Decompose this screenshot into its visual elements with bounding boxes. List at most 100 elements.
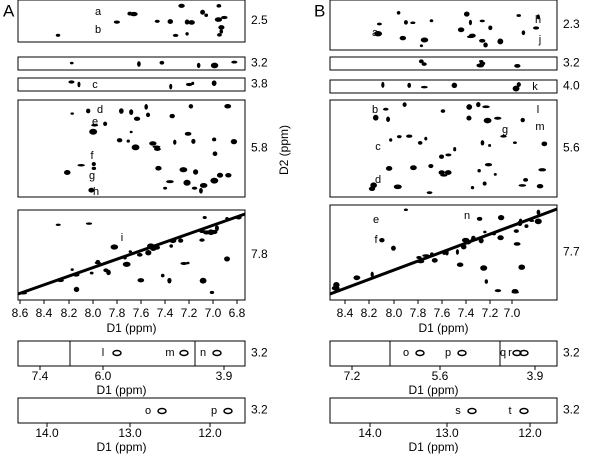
peak [424, 136, 428, 141]
peak [210, 62, 219, 69]
peak [180, 261, 188, 265]
peak [122, 261, 131, 267]
x-tick-label: 8.2 [61, 306, 78, 320]
peak [538, 168, 547, 172]
peak-letter: s [455, 405, 461, 417]
peak [418, 59, 424, 64]
peak [457, 27, 465, 33]
peak [85, 222, 93, 225]
x-tick-label: 8.4 [36, 306, 53, 320]
peak [374, 30, 383, 37]
peak [483, 230, 487, 234]
peak [470, 186, 475, 190]
peak [152, 145, 161, 149]
peak [421, 62, 427, 66]
peak-letter: l [537, 104, 539, 116]
peak [494, 116, 502, 120]
peak-letter: n [464, 210, 470, 222]
x-tick-label: 7.4 [458, 306, 475, 320]
peak [91, 166, 97, 170]
peak [483, 42, 488, 48]
peak [455, 249, 459, 255]
peak-letter: e [92, 116, 98, 128]
peak [179, 167, 188, 173]
peak [518, 264, 526, 270]
ppm-label: 3.2 [563, 346, 580, 360]
x-tick-label: 5.6 [432, 369, 449, 383]
peak [415, 349, 425, 357]
peak [191, 186, 198, 190]
peak [440, 174, 448, 177]
peak [218, 25, 225, 30]
strip-box [329, 99, 558, 198]
peak [518, 184, 527, 187]
peak [511, 291, 519, 294]
peak [155, 165, 162, 171]
peak-letter: d [375, 174, 381, 186]
peak [476, 216, 483, 221]
x-tick-label: 7.4 [32, 369, 49, 383]
peak [202, 215, 207, 220]
peak [410, 165, 417, 171]
peak [133, 116, 141, 121]
x-axis-title: D1 (ppm) [96, 383, 146, 397]
peak [482, 105, 490, 109]
peak [479, 19, 485, 23]
peak [484, 279, 488, 284]
peak [536, 183, 544, 189]
peak [403, 208, 408, 212]
peak [77, 163, 85, 167]
peak [493, 172, 497, 176]
x-tick-label: 8.2 [361, 306, 378, 320]
peak [519, 349, 529, 357]
peak [476, 63, 485, 68]
peak [393, 184, 402, 190]
peak [191, 138, 196, 144]
peak [403, 20, 408, 25]
peak [407, 82, 412, 88]
peak [188, 20, 195, 25]
x-tick-label: 3.9 [527, 369, 544, 383]
peak [466, 115, 472, 121]
peak [89, 271, 94, 275]
peak [68, 80, 75, 84]
peak [353, 275, 360, 281]
inset-box [329, 397, 558, 424]
peak [417, 140, 423, 145]
peak [444, 170, 452, 176]
peak [399, 35, 407, 41]
peak [488, 144, 492, 147]
peak [333, 281, 340, 288]
peak [183, 179, 191, 186]
peak [519, 407, 529, 415]
peak [110, 244, 119, 250]
peak [512, 85, 520, 92]
peak [169, 83, 173, 90]
x-tick-label: 7.6 [133, 306, 150, 320]
peak [163, 186, 168, 190]
peak [169, 244, 173, 248]
x-tick-label: 13.0 [435, 426, 459, 440]
peak [457, 349, 467, 357]
peak [91, 162, 96, 167]
peak [212, 151, 218, 157]
peak [193, 169, 199, 175]
peak [70, 112, 74, 115]
peak [225, 173, 232, 178]
peak [536, 209, 541, 216]
peak [466, 104, 473, 110]
x-tick-label: 7.6 [434, 306, 451, 320]
x-tick-label: 8.0 [85, 306, 102, 320]
peak [419, 44, 424, 48]
peak [199, 238, 205, 242]
peak [131, 144, 140, 151]
peak-letter: p [445, 347, 451, 359]
peak [55, 33, 61, 37]
peak [512, 349, 522, 357]
peak [391, 245, 396, 251]
peak [210, 177, 219, 184]
strip-box [17, 99, 246, 198]
peak [116, 138, 123, 143]
peak [184, 19, 190, 25]
